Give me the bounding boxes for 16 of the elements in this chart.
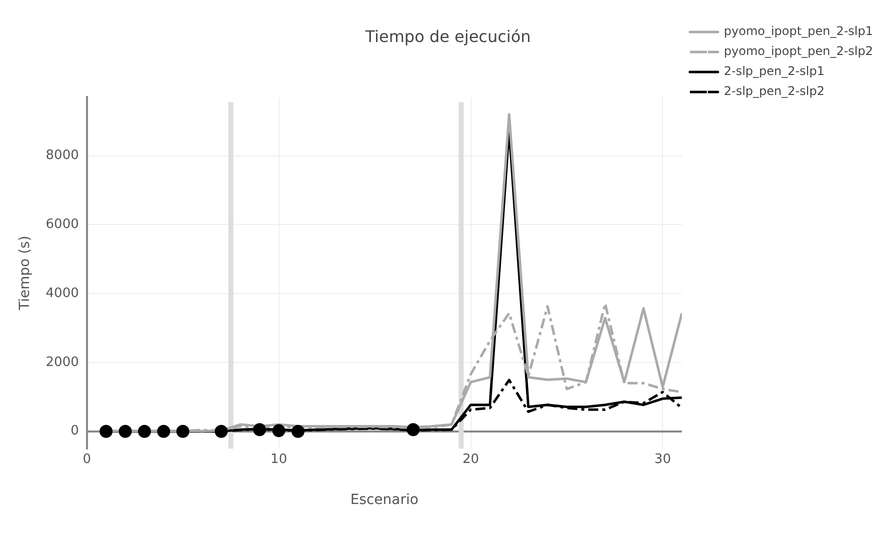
- y-tick-label: 0: [70, 424, 79, 439]
- chart-title: Tiempo de ejecución: [364, 26, 531, 46]
- x-axis-title: Escenario: [350, 492, 418, 508]
- y-tick-label: 4000: [46, 286, 79, 301]
- x-tick-label: 10: [270, 452, 288, 467]
- y-axis-title: Tiempo (s): [17, 236, 34, 312]
- y-tick-label: 8000: [46, 148, 79, 164]
- x-tick-label: 30: [654, 452, 671, 467]
- legend-label: 2-slp_pen_2-slp1: [724, 64, 824, 78]
- legend-label: pyomo_ipopt_pen_2-slp1: [724, 24, 874, 38]
- x-tick-label: 0: [82, 452, 92, 467]
- legend-label: pyomo_ipopt_pen_2-slp2: [724, 44, 874, 58]
- x-tick-label: 20: [462, 452, 480, 467]
- legend-label: 2-slp_pen_2-slp2: [724, 84, 824, 98]
- y-tick-label: 2000: [46, 354, 79, 370]
- y-tick-label: 6000: [46, 217, 79, 232]
